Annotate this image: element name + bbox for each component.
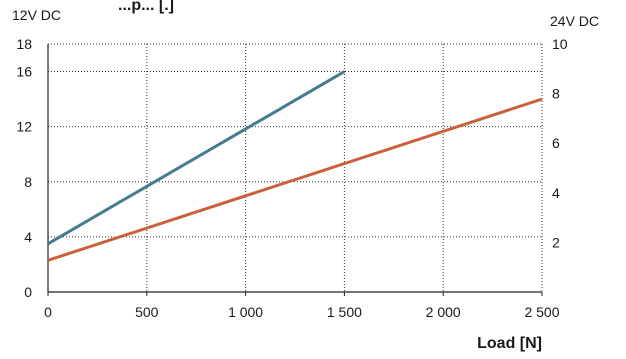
x-tick-label: 0 — [44, 304, 52, 320]
y-left-tick-label: 0 — [24, 284, 32, 300]
x-tick-label: 2 000 — [426, 304, 461, 320]
y-left-tick-label: 12 — [16, 119, 32, 135]
y-left-tick-label: 4 — [24, 229, 32, 245]
y-axis-label-right: 24V DC — [550, 13, 599, 29]
y-right-tick-label: 2 — [552, 234, 560, 250]
axes — [47, 44, 543, 296]
x-axis-label: Load [N] — [477, 335, 542, 352]
grid-lines — [48, 43, 543, 292]
x-tick-label: 1 500 — [327, 304, 362, 320]
series-line-2 — [47, 97, 543, 262]
series-lines — [47, 70, 543, 262]
y-right-tick-label: 6 — [552, 135, 560, 151]
y-left-tick-label: 18 — [16, 36, 32, 52]
tick-labels: 0 500 1 000 1 500 2 000 2 500 0 4 8 12 16 18 2 4 6 8 10 — [16, 36, 567, 320]
y-left-tick-label: 8 — [24, 174, 32, 190]
y-axis-label-left: 12V DC — [12, 7, 61, 23]
title-cutoff-text: ...p... [.] — [118, 0, 174, 14]
y-right-tick-label: 8 — [552, 86, 560, 102]
series-line-1 — [47, 70, 346, 246]
y-right-tick-label: 4 — [552, 185, 560, 201]
x-tick-label: 500 — [135, 304, 159, 320]
x-tick-label: 2 500 — [524, 304, 559, 320]
x-tick-label: 1 000 — [228, 304, 263, 320]
y-left-tick-label: 16 — [16, 64, 32, 80]
y-right-tick-label: 10 — [552, 36, 568, 52]
